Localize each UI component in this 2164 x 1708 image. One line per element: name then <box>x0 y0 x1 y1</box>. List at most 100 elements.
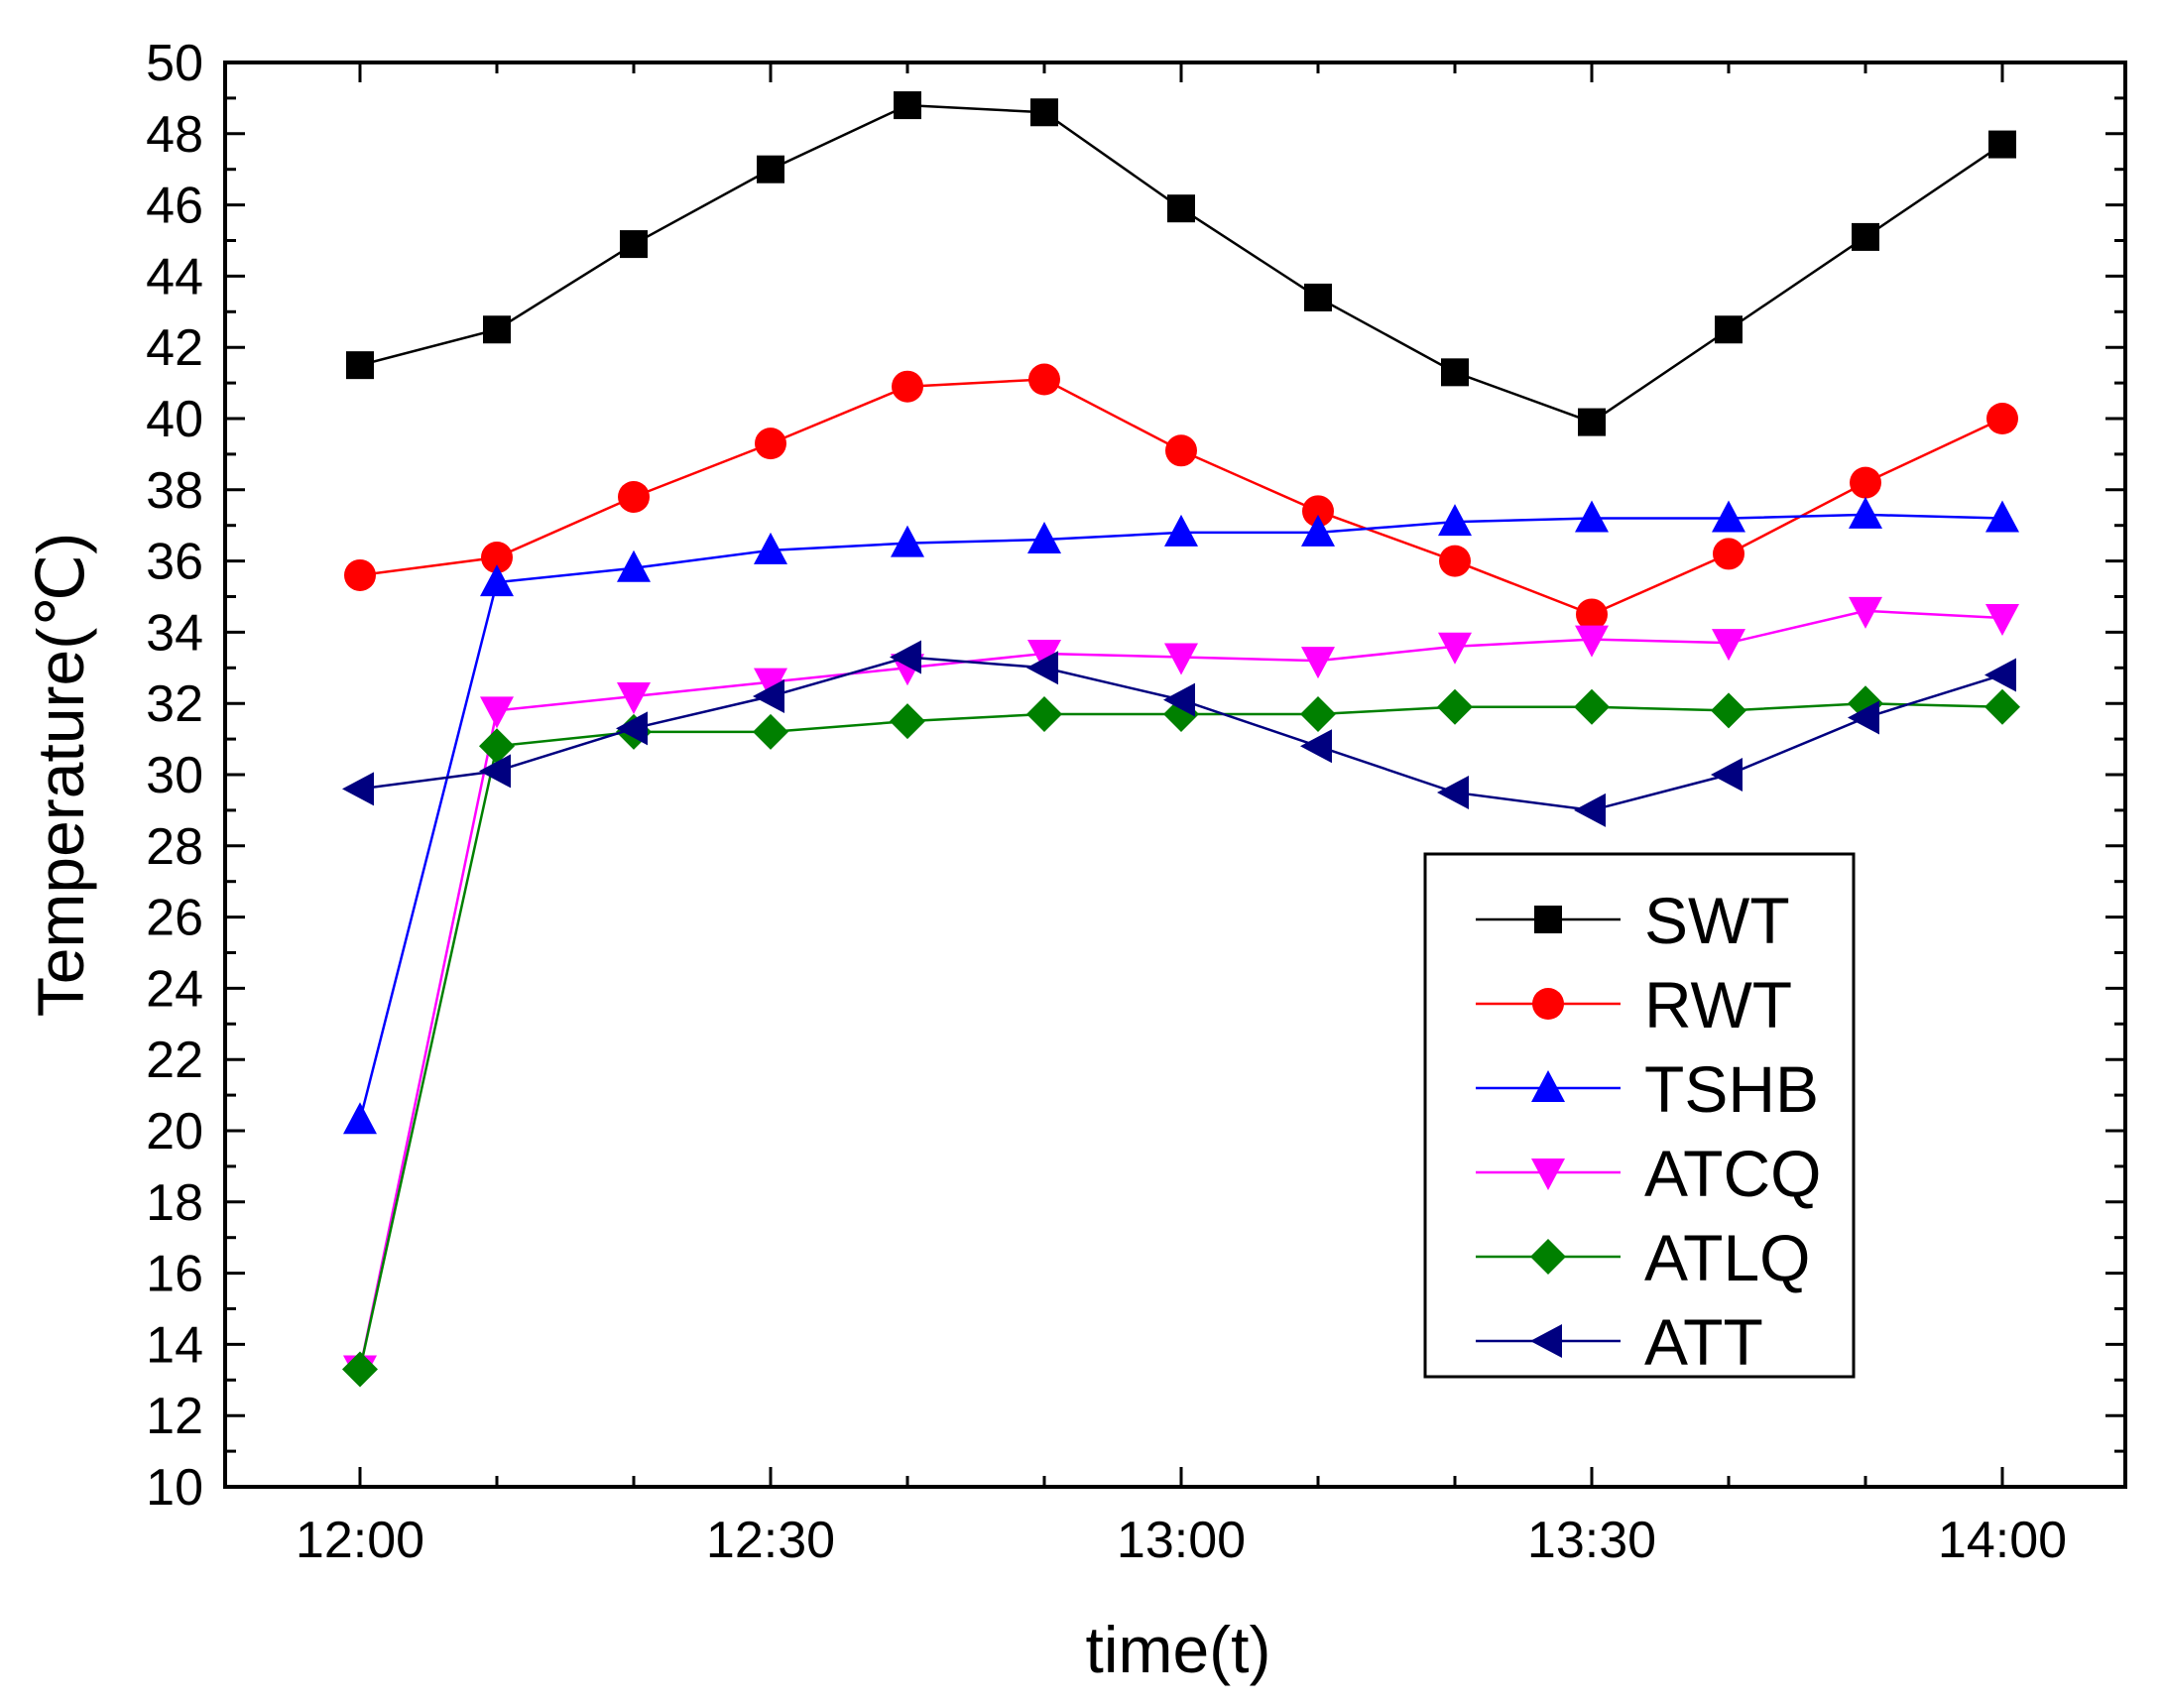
legend-marker-atlq <box>1530 1239 1566 1275</box>
x-tick-label: 12:00 <box>296 1512 424 1569</box>
y-tick-label: 28 <box>146 818 203 876</box>
y-tick-label: 18 <box>146 1174 203 1232</box>
x-tick-label: 14:00 <box>1938 1512 2067 1569</box>
data-point-atlq <box>342 1351 378 1388</box>
data-point-atlq <box>1300 695 1336 732</box>
series-att <box>342 640 2016 827</box>
legend-label-rwt: RWT <box>1644 968 1792 1041</box>
data-point-rwt <box>344 558 376 591</box>
data-point-rwt <box>1165 434 1197 467</box>
data-point-att <box>342 772 374 806</box>
legend-item-tshb: TSHB <box>1476 1052 1819 1126</box>
x-axis: 12:00 12:30 13:00 13:30 14:00 <box>296 62 2067 1569</box>
data-point-tshb <box>1301 514 1335 547</box>
legend: SWT RWT TSHB ATCQ ATLQ ATT <box>1423 852 1856 1379</box>
series-swt <box>346 91 2016 436</box>
legend-label-atcq: ATCQ <box>1644 1137 1821 1210</box>
y-tick-label: 16 <box>146 1246 203 1303</box>
x-tick-label: 12:30 <box>706 1512 835 1569</box>
legend-marker-swt <box>1534 906 1562 933</box>
x-tick-label: 13:30 <box>1527 1512 1656 1569</box>
data-point-atlq <box>1711 692 1746 729</box>
y-tick-label: 24 <box>146 960 203 1018</box>
data-point-rwt <box>1439 545 1471 577</box>
y-tick-label: 40 <box>146 391 203 448</box>
data-point-swt <box>1304 283 1332 311</box>
y-tick-label: 22 <box>146 1032 203 1089</box>
data-point-tshb <box>1027 522 1061 554</box>
y-tick-label: 50 <box>146 35 203 92</box>
series-rwt <box>344 363 2018 631</box>
data-point-atcq <box>1575 625 1609 658</box>
data-point-atlq <box>890 703 925 740</box>
data-point-att <box>1574 793 1606 827</box>
data-point-swt <box>1030 98 1058 127</box>
data-point-att <box>1300 729 1332 764</box>
data-point-tshb <box>1712 500 1745 533</box>
legend-item-swt: SWT <box>1476 884 1790 957</box>
legend-label-tshb: TSHB <box>1644 1052 1819 1126</box>
data-point-tshb <box>1575 500 1609 533</box>
data-point-atcq <box>1301 647 1335 679</box>
data-point-swt <box>894 91 921 120</box>
data-point-atcq <box>480 696 514 729</box>
y-tick-label: 44 <box>146 248 203 305</box>
data-point-rwt <box>1302 495 1334 528</box>
legend-item-atlq: ATLQ <box>1476 1221 1810 1294</box>
data-point-tshb <box>617 549 651 582</box>
data-point-tshb <box>754 532 787 564</box>
data-point-swt <box>1715 315 1743 344</box>
data-point-tshb <box>1849 496 1882 529</box>
legend-item-rwt: RWT <box>1476 968 1792 1041</box>
data-point-att <box>1163 682 1195 717</box>
data-point-rwt <box>755 427 786 460</box>
data-point-rwt <box>1028 363 1060 396</box>
data-point-tshb <box>480 564 514 597</box>
data-point-atlq <box>1984 688 2020 725</box>
data-point-rwt <box>618 480 650 513</box>
data-point-atcq <box>1027 639 1061 671</box>
x-tick-label: 13:00 <box>1117 1512 1246 1569</box>
legend-label-swt: SWT <box>1644 884 1790 957</box>
y-tick-label: 32 <box>146 675 203 733</box>
data-point-att <box>1026 651 1058 685</box>
data-point-atcq <box>1438 632 1472 665</box>
data-point-rwt <box>1713 538 1744 570</box>
y-tick-label: 42 <box>146 319 203 377</box>
legend-item-atcq: ATCQ <box>1476 1137 1821 1210</box>
data-point-atlq <box>1026 695 1062 732</box>
data-point-atcq <box>1849 596 1882 629</box>
y-tick-label: 46 <box>146 178 203 235</box>
data-point-rwt <box>892 370 923 403</box>
data-point-att <box>1984 658 2016 692</box>
data-point-swt <box>1578 408 1606 436</box>
x-axis-title: time(t) <box>1086 1613 1271 1686</box>
data-point-atlq <box>1574 688 1610 725</box>
data-point-att <box>1437 775 1469 809</box>
series-tshb <box>343 496 2019 1135</box>
data-point-att <box>1848 700 1879 735</box>
data-point-atlq <box>1437 688 1473 725</box>
y-tick-label: 30 <box>146 747 203 804</box>
legend-marker-tshb <box>1531 1070 1565 1102</box>
data-point-tshb <box>1985 500 2019 533</box>
data-point-swt <box>1167 194 1195 223</box>
legend-marker-att <box>1530 1324 1562 1358</box>
legend-label-atlq: ATLQ <box>1644 1221 1810 1294</box>
data-point-rwt <box>481 542 513 574</box>
y-tick-label: 36 <box>146 534 203 591</box>
data-point-tshb <box>343 1102 377 1135</box>
data-point-atcq <box>1712 629 1745 662</box>
y-tick-label: 34 <box>146 604 203 662</box>
y-tick-label: 26 <box>146 890 203 947</box>
data-point-atcq <box>1164 643 1198 675</box>
data-point-rwt <box>1986 403 2018 434</box>
y-tick-label: 20 <box>146 1103 203 1160</box>
data-point-rwt <box>1576 598 1608 631</box>
legend-item-att: ATT <box>1476 1305 1763 1379</box>
data-point-att <box>890 640 921 674</box>
legend-marker-rwt <box>1532 988 1564 1020</box>
y-tick-label: 48 <box>146 106 203 164</box>
y-tick-label: 14 <box>146 1316 203 1374</box>
